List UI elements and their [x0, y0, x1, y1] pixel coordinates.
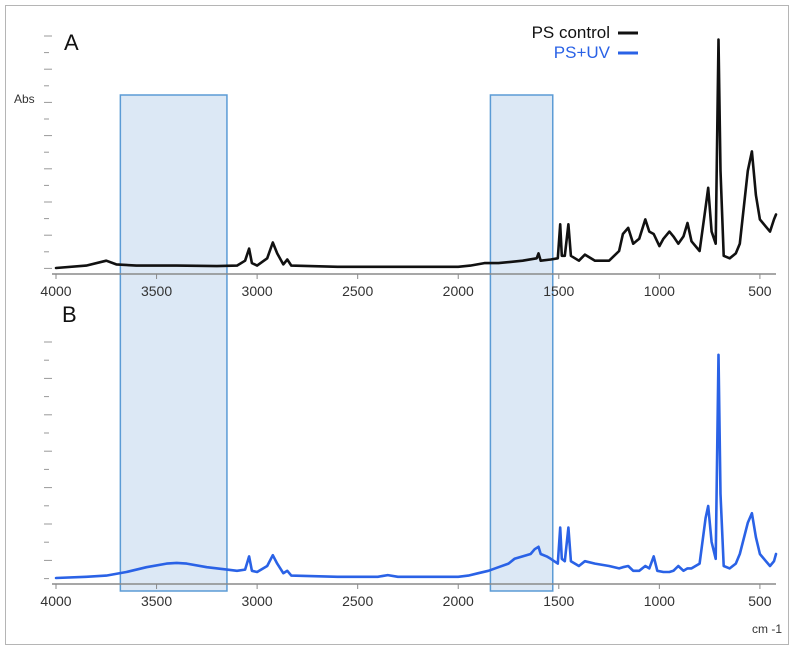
y-axis-label-abs: Abs [14, 92, 35, 106]
x-tick-label-2000: 2000 [443, 283, 474, 299]
highlight-layer [119, 94, 554, 592]
x-tick-label-500: 500 [748, 283, 772, 299]
x-tick-label-500: 500 [748, 593, 772, 609]
legend: PS control PS+UV [532, 23, 638, 62]
x-tick-label-1000: 1000 [644, 283, 675, 299]
panel-b-label: B [62, 302, 77, 327]
x-tick-label-4000: 4000 [40, 593, 71, 609]
x-tick-label-2000: 2000 [443, 593, 474, 609]
figure-frame [5, 5, 789, 645]
x-tick-label-2500: 2500 [342, 283, 373, 299]
panel-b: B cm -1 4000 3500 3000 2500 2000 1500 1000 500 [40, 302, 782, 636]
legend-label-ps-control: PS control [532, 23, 610, 42]
highlight-region-1 [119, 94, 228, 592]
panel-a: A Abs 4000 3500 3000 2500 2000 1500 1000 500 [14, 30, 778, 299]
x-tick-label-1000: 1000 [644, 593, 675, 609]
x-tick-label-1500: 1500 [543, 283, 574, 299]
panel-a-label: A [64, 30, 79, 55]
legend-label-ps-uv: PS+UV [554, 43, 611, 62]
series-line-ps-control [54, 38, 778, 270]
x-axis-unit-label: cm -1 [752, 622, 782, 636]
x-tick-label-3500: 3500 [141, 593, 172, 609]
x-tick-label-3000: 3000 [242, 593, 273, 609]
series-line-ps-uv [54, 353, 778, 580]
x-tick-label-3000: 3000 [242, 283, 273, 299]
x-tick-label-4000: 4000 [40, 283, 71, 299]
x-tick-label-1500: 1500 [543, 593, 574, 609]
x-tick-label-3500: 3500 [141, 283, 172, 299]
highlight-region-2 [489, 94, 554, 592]
x-tick-label-2500: 2500 [342, 593, 373, 609]
